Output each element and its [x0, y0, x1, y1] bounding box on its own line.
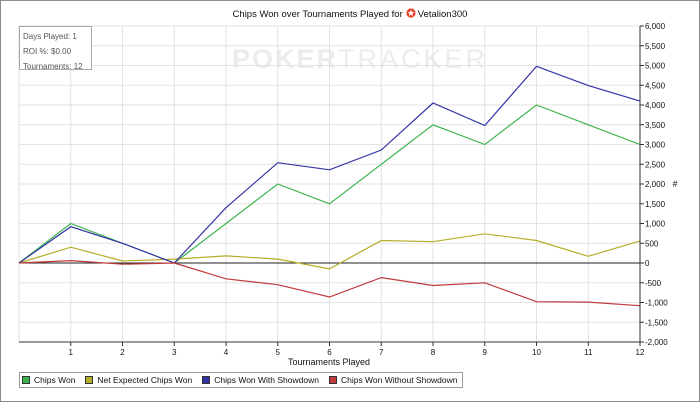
legend-item-3: Chips Won Without Showdown [328, 375, 458, 385]
x-tick-label: 4 [224, 348, 229, 357]
x-tick-label: 9 [483, 348, 488, 357]
legend-item-2: Chips Won With Showdown [202, 375, 319, 385]
y-tick-label: 500 [645, 239, 659, 248]
pokerstars-logo-icon [406, 8, 416, 18]
x-axis-tick-labels: 1 2 3 4 5 6 7 8 9 10 11 12 [69, 348, 645, 357]
y-tick-label: 2,500 [645, 160, 666, 169]
y-tick-label: 5,500 [645, 42, 666, 51]
y-tick-label: 4,000 [645, 101, 666, 110]
x-tick-label: 7 [379, 348, 384, 357]
y-tick-label: 1,500 [645, 200, 666, 209]
x-tick-label: 12 [636, 348, 645, 357]
y-tick-label: 0 [645, 259, 650, 268]
y-tick-label: 5,000 [645, 62, 666, 71]
legend-label: Chips Won Without Showdown [340, 375, 458, 385]
x-tick-label: 11 [584, 348, 593, 357]
legend-item-0: Chips Won [22, 375, 75, 385]
legend-swatch [202, 376, 211, 384]
axes [19, 25, 644, 346]
tournaments-count: Tournaments: 12 [23, 62, 83, 71]
legend-item-1: Net Expected Chips Won [85, 375, 192, 385]
series-line-1 [18, 233, 641, 270]
days-played: Days Played: 1 [23, 32, 77, 41]
y-tick-label: -500 [645, 279, 662, 288]
chart-title: Chips Won over Tournaments Played for Vet… [0, 8, 700, 20]
series-lines [18, 65, 641, 307]
y-tick-label: 3,500 [645, 121, 666, 130]
x-tick-label: 5 [276, 348, 281, 357]
x-tick-label: 8 [431, 348, 436, 357]
y-tick-label: 3,000 [645, 141, 666, 150]
x-tick-label: 3 [172, 348, 177, 357]
legend-swatch [85, 376, 94, 384]
legend-label: Chips Won With Showdown [214, 375, 319, 385]
x-tick-label: 10 [532, 348, 541, 357]
chart-title-prefix: Chips Won over Tournaments Played for [232, 9, 403, 20]
x-tick-label: 6 [327, 348, 332, 357]
grid-lines [18, 25, 641, 343]
y-axis-tick-labels: -2,000 -1,500 -1,000 -500 0 500 1,000 1,500 2,00… [645, 22, 668, 347]
roi: ROI %: $0.00 [23, 47, 72, 56]
legend: Chips Won Net Expected Chips Won Chips Won… [19, 372, 463, 388]
y-tick-label: 2,000 [645, 180, 666, 189]
y-axis-label: # [672, 179, 677, 189]
y-tick-label: -1,000 [645, 299, 668, 308]
legend-label: Chips Won [34, 375, 76, 385]
series-line-3 [18, 259, 641, 307]
x-tick-label: 2 [120, 348, 125, 357]
legend-swatch [328, 376, 337, 384]
y-tick-label: -1,500 [645, 318, 668, 327]
stats-box: Days Played: 1 ROI %: $0.00 Tournaments:… [19, 26, 92, 71]
y-tick-label: -2,000 [645, 338, 668, 347]
y-tick-label: 4,500 [645, 81, 666, 90]
series-line-2 [18, 65, 641, 264]
legend-swatch [22, 376, 30, 384]
pokertracker-watermark: POKERTRACKER [232, 44, 489, 74]
player-name: Vetalion300 [417, 9, 468, 20]
y-tick-label: 6,000 [645, 22, 666, 31]
x-axis-label: Tournaments Played [288, 357, 370, 367]
y-tick-label: 1,000 [645, 220, 666, 229]
x-tick-label: 1 [69, 348, 74, 357]
legend-label: Net Expected Chips Won [97, 375, 193, 385]
